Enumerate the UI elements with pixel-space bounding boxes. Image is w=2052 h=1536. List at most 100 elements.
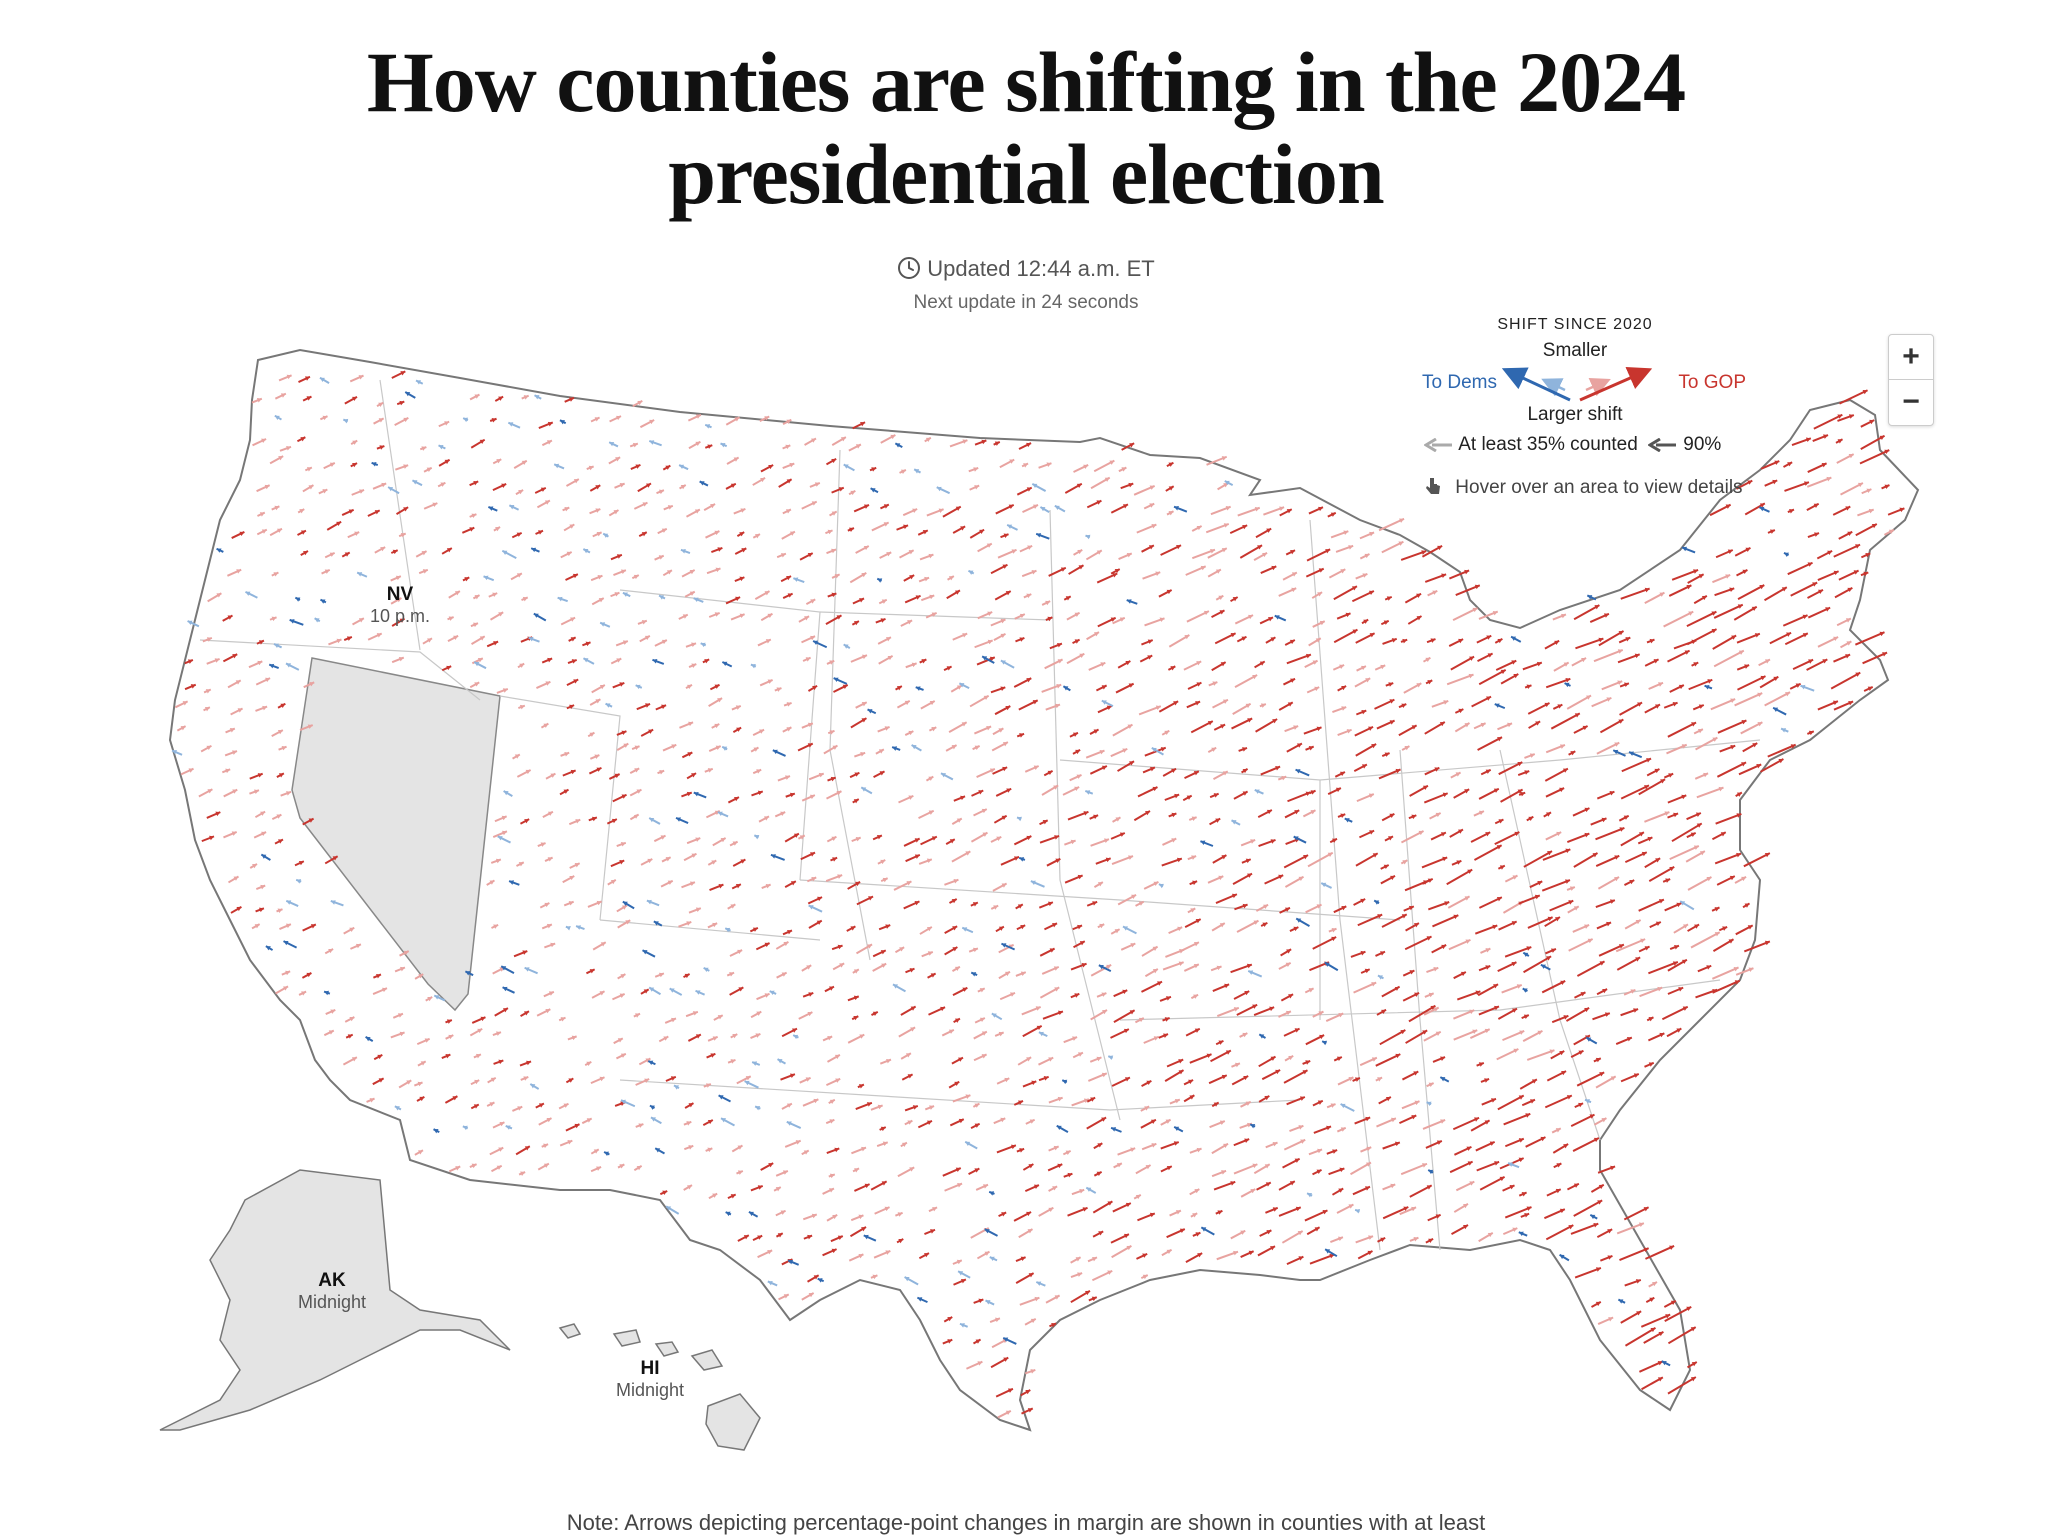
shift-arrow-head — [1195, 701, 1201, 706]
shift-arrow-head — [904, 700, 910, 706]
shift-arrow-head — [1339, 1167, 1345, 1173]
shift-arrow-head — [1055, 703, 1060, 709]
shift-arrow-head — [1426, 936, 1432, 941]
shift-arrow — [1408, 1004, 1436, 1023]
shift-arrow-head — [1019, 857, 1025, 862]
shift-arrow-head — [1733, 967, 1739, 972]
shift-arrow-head — [991, 1013, 997, 1018]
shift-arrow-head — [684, 973, 690, 979]
shift-arrow-head — [1106, 964, 1112, 970]
shift-arrow-head — [1480, 722, 1486, 728]
shift-arrow-head — [743, 1235, 749, 1240]
shift-arrow-head — [987, 639, 993, 645]
shift-arrow-head — [400, 371, 406, 376]
shift-arrow-head — [1672, 701, 1678, 707]
shift-arrow-head — [1865, 552, 1871, 558]
shift-arrow-head — [1507, 722, 1513, 728]
shift-arrow-head — [1247, 718, 1253, 723]
shift-arrow-head — [568, 1078, 574, 1083]
shift-arrow-head — [1270, 1246, 1276, 1251]
shift-arrow-head — [1152, 786, 1158, 792]
shift-arrow-head — [1026, 835, 1032, 841]
shift-arrow-head — [1045, 600, 1051, 606]
shift-arrow-head — [324, 569, 330, 574]
shift-arrow-head — [804, 616, 810, 621]
shift-arrow-head — [1845, 654, 1851, 659]
shift-arrow-head — [648, 1060, 654, 1066]
shift-arrow-head — [1655, 704, 1661, 709]
shift-arrow-head — [619, 682, 625, 687]
shift-arrow-head — [1083, 811, 1089, 816]
shift-arrow-head — [245, 591, 251, 596]
shift-arrow-head — [633, 574, 639, 580]
zoom-in-button[interactable]: + — [1902, 340, 1920, 373]
shift-arrow-head — [859, 1034, 865, 1039]
county-shift-map[interactable]: NV 10 p.m. AK Midnight HI Midnight — [0, 320, 2052, 1470]
shift-arrow-head — [1805, 437, 1811, 443]
shift-arrow-head — [1099, 923, 1105, 929]
shift-arrow-head — [1729, 587, 1735, 593]
shift-arrow-head — [298, 860, 304, 866]
shift-arrow-head — [531, 547, 537, 553]
dark-arrow-icon — [1647, 437, 1676, 453]
shift-arrow-head — [787, 929, 792, 935]
shift-arrow-head — [1489, 1141, 1495, 1146]
shift-arrow-head — [1298, 876, 1304, 882]
shift-arrow-head — [1440, 1119, 1446, 1124]
shift-arrow-head — [1641, 851, 1647, 857]
shift-arrow-head — [1213, 793, 1219, 798]
shift-arrow-head — [310, 924, 316, 929]
shift-arrow-head — [1580, 992, 1586, 997]
shift-arrow-head — [1030, 1369, 1036, 1374]
shift-arrow-head — [600, 622, 606, 627]
shift-arrow-head — [1191, 816, 1197, 821]
shift-arrow-head — [1584, 1099, 1590, 1104]
shift-arrow-head — [996, 836, 1002, 841]
shift-arrow-head — [1598, 637, 1604, 643]
shift-arrow-head — [269, 663, 275, 669]
shift-arrow-head — [1555, 1188, 1561, 1194]
shift-arrow — [1711, 966, 1739, 980]
shift-arrow-head — [861, 787, 867, 792]
shift-arrow-head — [232, 789, 238, 794]
shift-arrow-head — [912, 508, 918, 513]
shift-arrow-head — [886, 1058, 891, 1064]
shift-arrow-head — [863, 1234, 869, 1240]
shift-arrow-head — [469, 527, 475, 532]
shift-arrow-head — [1619, 827, 1625, 832]
shift-arrow-head — [563, 1103, 569, 1108]
shift-arrow-head — [1509, 1184, 1515, 1190]
shift-arrow-head — [1174, 793, 1180, 799]
shift-arrow-head — [1760, 675, 1766, 681]
shift-arrow — [1790, 581, 1818, 597]
us-map[interactable] — [0, 320, 2052, 1470]
shift-arrow-head — [586, 1118, 592, 1123]
shift-arrow-head — [1216, 965, 1222, 971]
shift-arrow-head — [1331, 936, 1337, 942]
shift-arrow-head — [1056, 642, 1062, 648]
shift-arrow-head — [691, 642, 697, 648]
shift-arrow-head — [417, 1150, 423, 1155]
shift-arrow-head — [1712, 737, 1718, 742]
shift-arrow-head — [1174, 506, 1179, 511]
shift-arrow-head — [1401, 703, 1407, 708]
shift-arrow-head — [1813, 503, 1819, 508]
shift-arrow-head — [711, 860, 717, 865]
shift-arrow-head — [767, 679, 773, 684]
shift-arrow-head — [1644, 946, 1650, 951]
shift-arrow-head — [239, 531, 245, 537]
shift-arrow-head — [448, 616, 454, 621]
shift-arrow — [1477, 736, 1503, 751]
zoom-out-button[interactable]: − — [1889, 379, 1933, 424]
shift-arrow-head — [349, 1016, 355, 1022]
shift-arrow-head — [570, 637, 576, 642]
shift-arrow-head — [614, 773, 620, 779]
shift-arrow-head — [715, 745, 721, 751]
shift-arrow-head — [1644, 587, 1650, 593]
shift-arrow-head — [753, 747, 759, 752]
shift-arrow-head — [274, 643, 280, 648]
shift-arrow-head — [1049, 948, 1055, 953]
shift-arrow — [1830, 671, 1861, 690]
shift-arrow-head — [785, 775, 790, 780]
shift-arrow-head — [619, 483, 625, 488]
